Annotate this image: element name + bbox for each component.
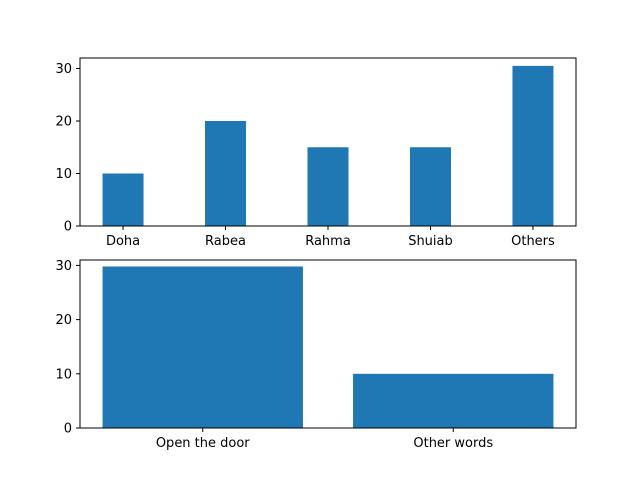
bar-shuiab bbox=[409, 147, 451, 226]
y-tick-label: 10 bbox=[55, 167, 72, 182]
x-tick-label: Shuiab bbox=[408, 234, 453, 249]
panel-1: Doha Rabea Rahma Shuiab Others 0 10 20 30 bbox=[55, 57, 577, 249]
y-tick-label: 20 bbox=[55, 115, 72, 130]
x-tick-label: Others bbox=[511, 234, 555, 249]
x-tick-label: Rabea bbox=[205, 234, 246, 249]
y-tick-label: 30 bbox=[55, 259, 72, 274]
bar-doha bbox=[102, 173, 144, 226]
y-tick-label: 0 bbox=[64, 220, 72, 235]
bar-rabea bbox=[205, 121, 247, 226]
panel-2: Open the door Other words 0 10 20 30 bbox=[55, 259, 577, 451]
bar-others bbox=[512, 65, 554, 226]
x-tick-label: Other words bbox=[413, 436, 493, 451]
bar-rahma bbox=[307, 147, 349, 226]
bar-open-the-door bbox=[102, 266, 303, 428]
y-tick-label: 0 bbox=[64, 422, 72, 437]
y-tick-label: 10 bbox=[55, 367, 72, 382]
bar-other-words bbox=[353, 373, 554, 428]
x-tick-label: Open the door bbox=[156, 436, 250, 451]
axes-frame bbox=[79, 259, 577, 429]
x-tick-label: Rahma bbox=[305, 234, 351, 249]
x-tick-label: Doha bbox=[106, 234, 140, 249]
y-tick-label: 30 bbox=[55, 62, 72, 77]
y-tick-label: 20 bbox=[55, 313, 72, 328]
